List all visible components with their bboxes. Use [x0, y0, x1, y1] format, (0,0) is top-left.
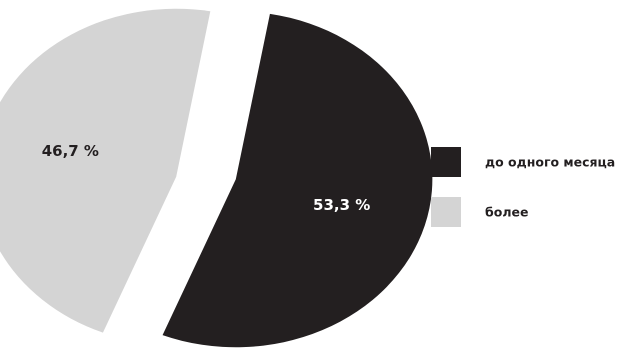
pie-slice-value-label-0: 53,3 % — [313, 196, 370, 214]
pie-slice-1 — [0, 8, 211, 333]
legend-swatch-1 — [431, 197, 461, 227]
legend-swatch-0 — [431, 147, 461, 177]
pie-slice-value-label-1: 46,7 % — [42, 142, 99, 160]
pie-slice-0 — [162, 13, 433, 348]
legend-label-0: до одного месяца — [485, 155, 615, 170]
legend-label-1: более — [485, 205, 528, 220]
pie-slices — [0, 8, 433, 348]
pie-slice-labels: 53,3 % 46,7 % — [42, 142, 371, 214]
legend: до одного месяца более — [431, 147, 615, 227]
